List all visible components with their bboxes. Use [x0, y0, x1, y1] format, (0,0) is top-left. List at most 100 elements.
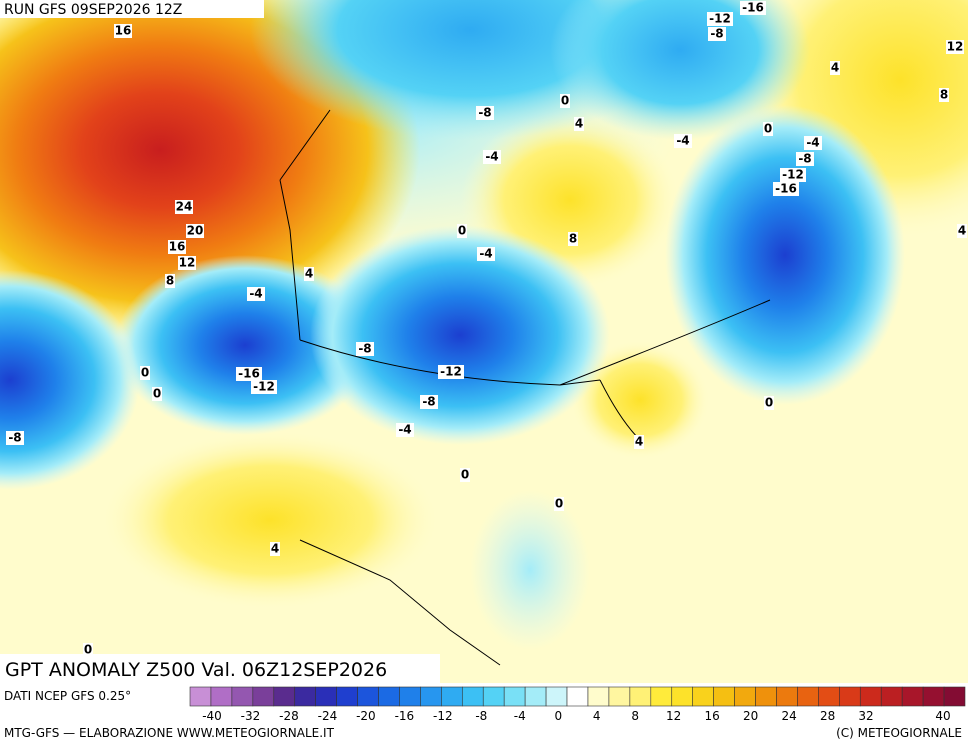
contour-label-bg — [175, 200, 193, 214]
contour-label-bg — [568, 232, 578, 246]
colorbar-tick-label: 12 — [666, 709, 681, 723]
colorbar-swatch — [922, 686, 945, 707]
contour-label-bg — [152, 387, 162, 401]
contour-label: -8 — [478, 106, 491, 120]
anomaly-field — [570, 340, 710, 460]
contour-label: 8 — [569, 232, 577, 246]
colorbar-tick-label: -24 — [318, 709, 338, 723]
contour-label: 16 — [169, 240, 186, 254]
colorbar-tick-label: 4 — [593, 709, 601, 723]
contour-label-bg — [251, 380, 277, 394]
colorbar-swatch — [839, 686, 861, 707]
contour-label-bg — [763, 122, 773, 136]
colorbar-swatch — [943, 686, 966, 707]
colorbar-swatch — [210, 686, 233, 707]
contour-label-bg — [554, 497, 564, 511]
contour-label-bg — [140, 366, 150, 380]
contour-label: 12 — [947, 40, 964, 54]
contour-label: 8 — [166, 274, 174, 288]
footer-left: MTG-GFS — ELABORAZIONE WWW.METEOGIORNALE… — [4, 726, 335, 740]
colorbar-source: DATI NCEP GFS 0.25° — [4, 689, 131, 703]
contour-label: -4 — [398, 423, 411, 437]
contour-label-bg — [165, 274, 175, 288]
anomaly-field — [470, 490, 590, 650]
colorbar-swatch — [336, 686, 358, 707]
header-box — [0, 0, 264, 18]
colorbar-swatch — [797, 686, 819, 707]
contour-label-bg — [830, 61, 840, 75]
contour-label-bg — [773, 182, 799, 196]
anomaly-field — [115, 255, 375, 435]
colorbar-swatch — [461, 686, 484, 707]
contour-label: -4 — [676, 134, 689, 148]
colorbar-swatch — [880, 686, 903, 707]
contour-label: -4 — [485, 150, 498, 164]
colorbar-swatch — [315, 686, 337, 707]
colorbar-swatch — [524, 686, 547, 707]
contour-label-bg — [460, 468, 470, 482]
contour-label-bg — [483, 150, 501, 164]
contour-label-bg — [236, 367, 262, 381]
contour-label-bg — [476, 106, 494, 120]
colorbar-swatch — [399, 686, 421, 707]
colorbar-tick-label: 28 — [820, 709, 835, 723]
colorbar-swatch — [441, 686, 463, 707]
colorbar-swatch — [671, 686, 694, 707]
colorbar-tick-label: 24 — [781, 709, 796, 723]
contour-label-bg — [764, 396, 774, 410]
contour-label-bg — [560, 94, 570, 108]
contour-label-bg — [186, 224, 204, 238]
contour-label-bg — [420, 395, 438, 409]
colorbar-tick-label: 16 — [705, 709, 720, 723]
colorbar-swatch — [252, 686, 275, 707]
contour-label: -8 — [798, 152, 811, 166]
contour-label: 0 — [764, 122, 772, 136]
contour-label-bg — [707, 12, 733, 26]
colorbar-tick-label: -16 — [395, 709, 415, 723]
map-area — [0, 0, 968, 683]
colorbar-swatch — [231, 686, 254, 707]
contour-label-bg — [178, 256, 196, 270]
contour-label-bg — [574, 117, 584, 131]
contour-label-bg — [708, 27, 726, 41]
contour-label: 4 — [635, 435, 643, 449]
colorbar-swatch — [650, 686, 673, 707]
contour-label: 4 — [305, 267, 313, 281]
colorbar-swatch — [566, 686, 589, 707]
colorbar-swatch — [901, 686, 924, 707]
colorbar-tick-label: -20 — [356, 709, 376, 723]
colorbar: -40 -32 -28 -24 -20 -16 -12 -8 -4 0 4 8 12 16 20 24 28 32… — [189, 686, 966, 723]
anomaly-field — [665, 105, 905, 405]
contour-label: -4 — [806, 136, 819, 150]
contour-label: -16 — [238, 367, 260, 381]
contour-label-bg — [168, 240, 186, 254]
colorbar-tick-label: -32 — [241, 709, 261, 723]
contour-label: -8 — [710, 27, 723, 41]
colorbar-swatch — [755, 686, 777, 707]
colorbar-tick-label: 32 — [858, 709, 873, 723]
contour-label: -8 — [358, 342, 371, 356]
contour-label: -16 — [775, 182, 797, 196]
contour-label-bg — [740, 1, 766, 15]
contour-label-bg — [83, 643, 93, 657]
colorbar-swatch — [545, 686, 568, 707]
colorbar-swatch — [587, 686, 610, 707]
colorbar-swatch — [420, 686, 442, 707]
colorbar-swatch — [482, 686, 505, 707]
anomaly-field — [310, 225, 610, 445]
contour-label: -12 — [709, 12, 731, 26]
colorbar-swatch — [378, 686, 400, 707]
contour-label: 0 — [141, 366, 149, 380]
contour-label: 12 — [179, 256, 196, 270]
contour-label: 0 — [765, 396, 773, 410]
contour-label: -8 — [8, 431, 21, 445]
colorbar-swatch — [189, 686, 212, 707]
colorbar-tick-label: -40 — [202, 709, 222, 723]
contour-label: 0 — [555, 497, 563, 511]
contour-label-bg — [356, 342, 374, 356]
contour-label-bg — [438, 365, 464, 379]
boundary-lines — [279, 109, 771, 666]
colorbar-swatch — [713, 686, 735, 707]
